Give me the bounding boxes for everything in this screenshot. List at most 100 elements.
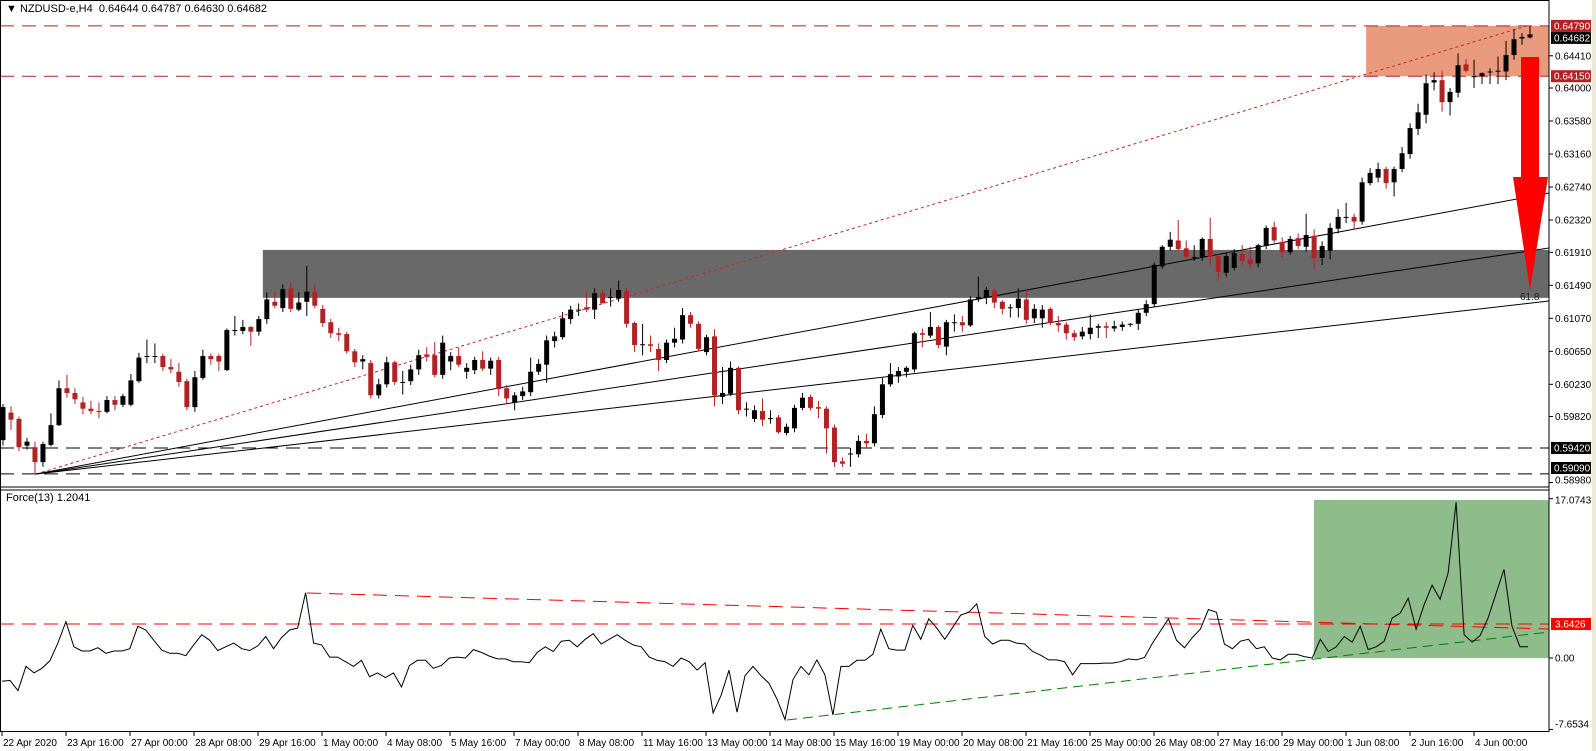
candle-body xyxy=(1223,256,1229,273)
candle-body xyxy=(568,309,574,320)
candle xyxy=(0,403,6,446)
force-tick-label: -7.6534 xyxy=(1555,720,1589,731)
candle xyxy=(56,380,62,426)
candle xyxy=(696,321,702,352)
candle-body xyxy=(1511,39,1517,55)
price-pane: 61.8 xyxy=(0,24,1550,475)
candle-body xyxy=(1327,227,1333,251)
candle xyxy=(1031,304,1037,324)
candle xyxy=(799,392,805,411)
candle-body xyxy=(1151,264,1157,305)
candle xyxy=(999,300,1005,315)
candle-body xyxy=(855,440,861,455)
candle xyxy=(104,396,110,414)
candle-body xyxy=(600,293,606,304)
candle xyxy=(831,424,837,467)
candle-body xyxy=(871,414,877,444)
candle-body xyxy=(1207,238,1213,257)
candle-body xyxy=(488,360,494,369)
candle-body xyxy=(136,357,142,382)
candle-body xyxy=(248,326,254,332)
candle xyxy=(879,378,885,419)
candle xyxy=(1335,209,1341,234)
price-label-box xyxy=(1551,462,1591,474)
price-label: 0.64682 xyxy=(1554,33,1591,44)
candle xyxy=(624,288,630,328)
price-tick-label: 0.62740 xyxy=(1555,183,1592,194)
candle xyxy=(967,296,973,327)
candle xyxy=(640,323,646,356)
triangle-down-icon[interactable]: ▼ xyxy=(6,3,17,15)
candle xyxy=(552,331,558,348)
candle xyxy=(903,366,909,378)
candle-body xyxy=(672,338,678,343)
candle-body xyxy=(144,356,150,358)
candle-body xyxy=(1375,168,1381,178)
candle-body xyxy=(767,418,773,420)
candle-body xyxy=(472,359,478,371)
candle-body xyxy=(1527,34,1533,38)
candle xyxy=(823,406,829,454)
candle xyxy=(1247,246,1253,269)
candle xyxy=(40,441,46,467)
candle-body xyxy=(688,315,694,324)
candle xyxy=(48,413,54,447)
price-label: 0.59420 xyxy=(1554,443,1591,454)
candle xyxy=(807,394,813,411)
time-tick-label: 25 May 00:00 xyxy=(1091,738,1152,749)
candle xyxy=(1167,231,1173,251)
time-tick-label: 1 Jun 08:00 xyxy=(1347,738,1400,749)
candle xyxy=(1231,249,1237,271)
candle-body xyxy=(935,326,941,346)
time-tick-label: 15 May 16:00 xyxy=(835,738,896,749)
candle-body xyxy=(991,290,997,303)
candle xyxy=(520,386,526,401)
candle xyxy=(1311,229,1317,269)
candle-body xyxy=(376,384,382,396)
candle xyxy=(1223,253,1229,277)
candle xyxy=(232,315,238,336)
candle-body xyxy=(1231,253,1237,268)
candle-body xyxy=(1383,168,1389,184)
candle xyxy=(512,392,518,411)
candle-body xyxy=(1455,65,1461,93)
force-level-label: 3.6426 xyxy=(1555,620,1586,631)
candle-body xyxy=(1007,307,1013,309)
candle-body xyxy=(0,407,6,441)
candle-body xyxy=(839,461,845,464)
candle-body xyxy=(1055,323,1061,326)
force-level-label-box xyxy=(1551,618,1591,631)
time-tick-label: 5 May 16:00 xyxy=(451,738,506,749)
candle-body xyxy=(1471,76,1477,78)
candle xyxy=(8,406,14,430)
candle-body xyxy=(584,307,590,310)
candle xyxy=(975,276,981,302)
candle xyxy=(1255,243,1261,268)
candle xyxy=(1119,321,1125,331)
candle-body xyxy=(1143,304,1149,313)
candle-body xyxy=(392,362,398,382)
candle xyxy=(536,359,542,375)
candle-body xyxy=(56,388,62,426)
candle-body xyxy=(887,374,893,385)
candle xyxy=(720,367,726,404)
candle xyxy=(432,341,438,378)
candle xyxy=(480,351,486,371)
candle-body xyxy=(224,330,230,371)
candle xyxy=(560,312,566,340)
time-tick-label: 19 May 00:00 xyxy=(899,738,960,749)
candle-body xyxy=(368,363,374,396)
candle xyxy=(592,288,598,320)
candle xyxy=(384,356,390,388)
candle-body xyxy=(1063,324,1069,334)
candle xyxy=(584,292,590,313)
candle-body xyxy=(1295,238,1301,246)
candle xyxy=(288,282,294,313)
candle xyxy=(376,378,382,399)
candle-body xyxy=(592,293,598,310)
candle-body xyxy=(1447,91,1453,103)
candle xyxy=(1303,213,1309,252)
candle xyxy=(1263,225,1269,250)
